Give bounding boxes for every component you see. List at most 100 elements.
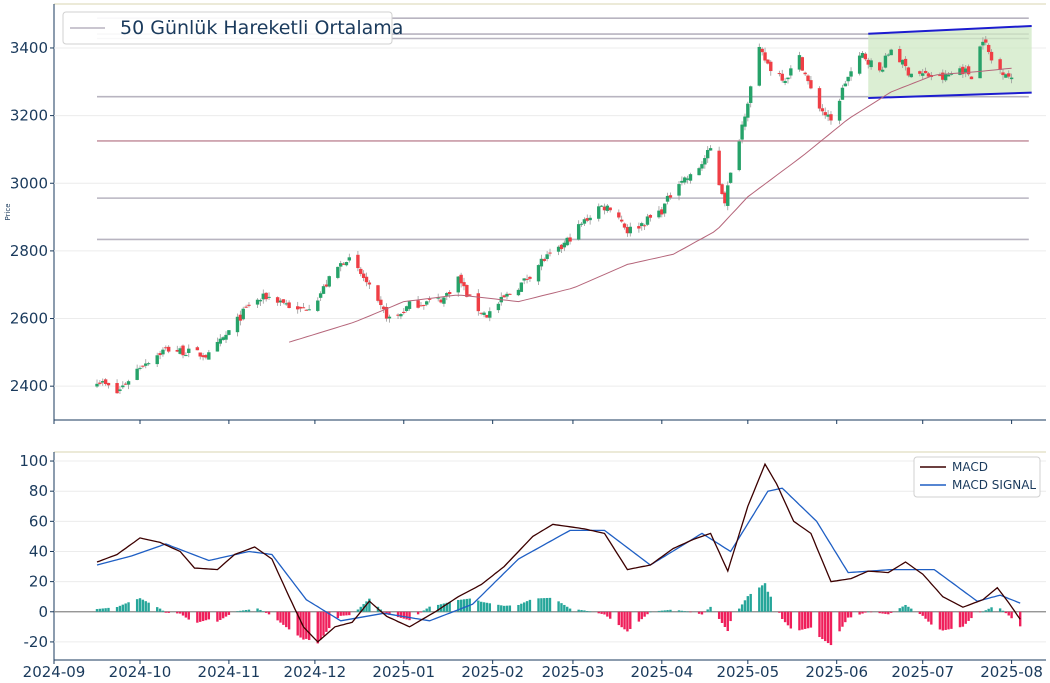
macd-y-tick-label: 20	[29, 573, 48, 591]
candle-body	[339, 263, 343, 267]
macd-hist-bar	[236, 611, 239, 612]
candle-body	[998, 59, 1002, 70]
macd-hist-bar	[95, 609, 99, 612]
candle-body	[789, 68, 793, 76]
price-legend-box	[62, 11, 393, 45]
macd-hist-bar	[221, 611, 225, 619]
candle-body	[336, 266, 340, 278]
macd-hist-bar	[566, 606, 569, 612]
candle-body	[379, 299, 383, 306]
macd-hist-bar	[597, 611, 600, 614]
candle-body	[989, 51, 994, 61]
candle-body	[826, 114, 830, 117]
candle-body	[327, 276, 331, 287]
macd-hist-bar	[884, 611, 887, 614]
macd-hist-bar	[629, 611, 632, 629]
macd-hist-bar	[368, 598, 371, 612]
candle-body	[445, 293, 449, 296]
candle-body	[123, 383, 128, 385]
macd-hist-bar	[778, 611, 781, 613]
macd-hist-bar	[465, 598, 469, 612]
candle-body	[281, 299, 286, 303]
candle-body	[95, 383, 99, 387]
macd-hist-bar	[445, 602, 448, 612]
macd-hist-bar	[98, 608, 102, 612]
candle-body	[321, 286, 326, 294]
macd-hist-bar	[448, 602, 451, 612]
candle-body	[746, 103, 750, 118]
channel-upper-line	[868, 24, 1032, 35]
macd-hist-bar	[789, 611, 793, 629]
candle-body	[697, 168, 701, 176]
candle-body	[316, 300, 320, 311]
macd-hist-bar	[279, 611, 282, 623]
macd-histogram	[95, 583, 1022, 646]
macd-hist-bar	[720, 611, 724, 623]
macd-hist-bar	[563, 604, 566, 612]
candle-body	[264, 292, 268, 300]
macd-hist-bar	[141, 599, 145, 612]
macd-hist-bar	[869, 611, 873, 613]
macd-hist-bar	[121, 604, 125, 612]
candle-body	[685, 178, 690, 180]
candle-body	[307, 309, 311, 311]
candle-body	[356, 254, 360, 269]
candle-body	[866, 59, 870, 65]
macd-hist-bar	[196, 611, 199, 623]
candle-body	[559, 244, 564, 250]
candle-body	[141, 365, 145, 367]
candle-body	[668, 195, 673, 198]
macd-hist-bar	[617, 611, 621, 626]
candle-body	[723, 192, 727, 204]
macd-hist-bar	[858, 611, 861, 615]
macd-hist-bar	[930, 611, 933, 625]
macd-hist-bar	[763, 583, 767, 612]
macd-hist-bar	[657, 610, 661, 612]
candle-body	[637, 226, 641, 229]
macd-hist-bar	[709, 606, 712, 612]
macd-hist-bar	[399, 611, 403, 618]
macd-hist-bar	[207, 611, 211, 620]
macd-lines	[96, 462, 1021, 643]
macd-hist-bar	[677, 610, 681, 612]
macd-hist-bar	[497, 604, 500, 612]
macd-x-tick-label: 2025-05	[716, 663, 779, 681]
macd-hist-bar	[316, 611, 319, 644]
macd-hist-bar	[577, 609, 580, 612]
candle-body	[958, 68, 962, 75]
candle-body	[298, 306, 303, 309]
candle-body	[766, 59, 770, 64]
macd-hist-bar	[328, 611, 331, 629]
macd-hist-bar	[488, 603, 491, 612]
candle-body	[115, 383, 119, 394]
macd-y-tick-label: 40	[29, 542, 48, 560]
macd-hist-bar	[276, 611, 279, 621]
price-y-tick-label: 3400	[10, 39, 48, 57]
macd-hist-bar	[669, 609, 672, 612]
candle-body	[118, 389, 122, 391]
candle-body	[184, 355, 188, 357]
macd-hist-bar	[981, 611, 985, 613]
macd-hist-bar	[950, 611, 953, 629]
macd-hist-bar	[867, 611, 870, 613]
candle-body	[809, 80, 813, 89]
macd-hist-bar	[459, 599, 463, 612]
macd-hist-bar	[396, 611, 400, 618]
candle-body	[158, 353, 162, 356]
candle-body	[138, 367, 142, 369]
candle-body	[1004, 74, 1008, 78]
macd-hist-bar	[147, 602, 150, 612]
macd-hist-bar	[740, 604, 744, 612]
candle-body	[367, 282, 372, 285]
macd-hist-bar	[801, 611, 804, 630]
candle-body	[359, 268, 363, 274]
candle-body	[439, 299, 443, 303]
macd-hist-bar	[262, 611, 265, 612]
macd-x-tick-label: 2025-03	[542, 663, 605, 681]
candle-body	[900, 59, 905, 65]
candle-body	[642, 225, 647, 227]
macd-hist-bar	[783, 611, 787, 623]
price-y-tick-label: 3000	[10, 174, 48, 192]
candle-body	[986, 44, 991, 52]
candle-body	[625, 227, 630, 234]
